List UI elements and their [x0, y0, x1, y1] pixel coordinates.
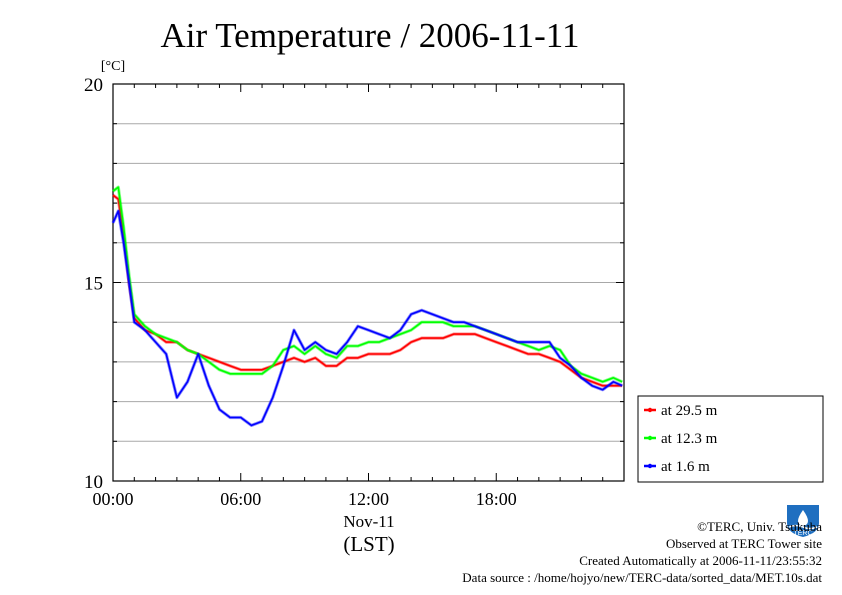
legend-marker [647, 463, 653, 469]
series-lines [111, 185, 623, 427]
legend-marker [647, 407, 653, 413]
created-timestamp-text: Created Automatically at 2006-11-11/23:5… [579, 553, 822, 568]
y-tick-label: 20 [84, 75, 103, 96]
y-tick-label: 15 [84, 274, 103, 295]
x-tick-label: 12:00 [348, 489, 389, 509]
y-axis: 10 15 20 [84, 75, 624, 493]
series-line-3 [112, 210, 623, 427]
legend-label: at 1.6 m [661, 459, 710, 475]
series-halo-2 [112, 185, 623, 384]
terc-logo: TERC [783, 503, 823, 539]
series-line-2 [112, 186, 623, 383]
series-line-1 [112, 194, 623, 387]
data-source-text: Data source : /home/hojyo/new/TERC-data/… [462, 570, 822, 585]
legend: at 29.5 m at 12.3 m at 1.6 m [637, 395, 824, 483]
chart-title: Air Temperature / 2006-11-11 [160, 16, 579, 55]
footer-credits: ©TERC, Univ. Tsukuba Observed at TERC To… [462, 518, 822, 586]
logo-lettering: TERC [793, 530, 812, 537]
x-tick-label: 00:00 [92, 489, 133, 509]
y-axis-unit-label: [°C] [101, 59, 125, 74]
legend-box [637, 395, 824, 483]
legend-label: at 29.5 m [661, 403, 718, 419]
x-axis-label: (LST) [343, 532, 394, 556]
observed-site-text: Observed at TERC Tower site [665, 536, 822, 551]
y-tick-label: 10 [84, 472, 103, 493]
x-axis-date-label: Nov-11 [343, 512, 394, 531]
grid-lines [113, 123, 624, 442]
legend-marker [647, 435, 653, 441]
x-axis: 00:00 06:00 12:00 18:00 [92, 84, 625, 509]
copyright-text: ©TERC, Univ. Tsukuba [697, 519, 822, 534]
x-tick-label: 06:00 [220, 489, 261, 509]
legend-label: at 12.3 m [661, 431, 718, 447]
x-tick-label: 18:00 [476, 489, 517, 509]
